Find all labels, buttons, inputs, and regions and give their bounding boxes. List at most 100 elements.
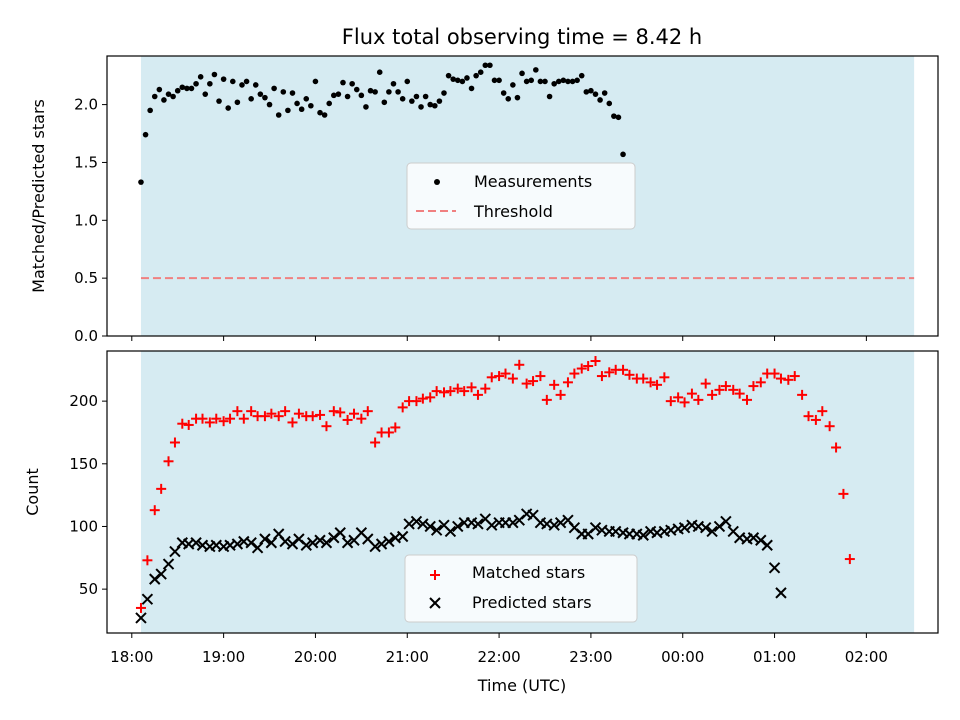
matched-star-point — [652, 379, 663, 390]
matched-star-point — [452, 383, 463, 394]
predicted-star-point — [149, 573, 161, 585]
matched-star-point — [583, 361, 594, 372]
matched-star-point — [135, 602, 146, 613]
measurement-point — [184, 85, 190, 92]
predicted-star-point — [430, 524, 443, 536]
predicted-star-point — [678, 522, 691, 534]
matched-star-point — [824, 421, 835, 432]
predicted-series — [135, 508, 787, 624]
measurement-point — [367, 87, 374, 94]
matched-star-point — [238, 413, 249, 424]
matched-star-point — [748, 381, 759, 392]
predicted-star-point — [259, 533, 271, 545]
measurement-point — [615, 114, 622, 121]
matched-star-point — [528, 376, 539, 387]
y-tick-label: 100 — [69, 517, 98, 535]
matched-star-point — [342, 414, 353, 425]
measurement-point — [216, 98, 222, 104]
measurement-point — [491, 77, 498, 84]
measurement-point — [588, 87, 594, 94]
matched-star-point — [514, 359, 525, 370]
x-tick-label: 00:00 — [661, 648, 704, 666]
matched-star-point — [720, 381, 731, 392]
measurement-point — [537, 78, 544, 85]
predicted-star-point — [190, 537, 202, 549]
y-tick-label: 200 — [69, 392, 98, 410]
matched-star-point — [789, 371, 800, 382]
matched-star-point — [445, 386, 456, 397]
x-axis-label: Time (UTC) — [477, 676, 566, 695]
legend-label-matched: Matched stars — [472, 563, 585, 582]
predicted-star-point — [548, 519, 560, 531]
y-tick-label: 50 — [79, 580, 98, 598]
y-tick-label: 0.0 — [74, 327, 98, 345]
matched-star-point — [417, 393, 428, 404]
measurement-point — [569, 78, 576, 85]
matched-star-point — [259, 411, 270, 422]
matched-star-point — [293, 408, 304, 419]
measurement-point — [239, 82, 245, 88]
predicted-star-point — [768, 562, 781, 574]
bottom-legend-box — [404, 554, 638, 623]
matched-star-point — [549, 379, 560, 390]
matched-star-point — [204, 417, 215, 428]
measurement-point — [583, 89, 590, 95]
matched-star-point — [335, 407, 346, 418]
measurement-point — [308, 102, 314, 109]
matched-star-point — [425, 392, 436, 403]
measurement-point — [381, 99, 388, 106]
matched-star-point — [307, 411, 318, 422]
matched-star-point — [569, 368, 580, 379]
matched-star-point — [197, 413, 208, 424]
predicted-star-point — [375, 538, 388, 550]
measurements-series — [138, 62, 626, 185]
x-tick-label: 02:00 — [845, 648, 888, 666]
predicted-star-point — [507, 516, 519, 529]
measurement-point — [487, 62, 493, 69]
legend-marker-predicted — [429, 597, 441, 609]
measurement-point — [243, 78, 250, 85]
matched-star-point — [769, 368, 780, 379]
matched-star-point — [218, 416, 229, 427]
predicted-star-point — [286, 538, 299, 550]
measurement-point — [275, 112, 282, 118]
measurement-point — [477, 69, 484, 75]
matched-star-point — [645, 377, 656, 388]
matched-star-point — [356, 413, 367, 424]
matched-star-point — [232, 406, 243, 417]
measurement-point — [252, 82, 259, 88]
measurement-point — [229, 78, 236, 85]
legend-label-threshold: Threshold — [473, 202, 553, 221]
matched-star-point — [273, 411, 284, 422]
measurement-point — [432, 102, 438, 109]
matched-star-point — [810, 414, 821, 425]
measurement-point — [197, 74, 204, 80]
top-y-ticks: 0.0 0.5 1.0 1.5 2.0 — [74, 96, 107, 345]
legend-marker-measurements — [434, 179, 440, 185]
measurement-point — [207, 80, 213, 87]
predicted-star-point — [396, 530, 409, 543]
matched-star-point — [397, 402, 408, 413]
measurement-point — [510, 82, 516, 88]
measurement-point — [399, 96, 406, 102]
measurement-point — [257, 91, 264, 97]
predicted-star-point — [162, 558, 175, 570]
measurement-point — [303, 96, 310, 102]
predicted-star-point — [554, 516, 567, 529]
measurement-point — [445, 72, 452, 79]
measurement-point — [280, 89, 287, 95]
x-tick-label: 01:00 — [753, 648, 796, 666]
matched-star-point — [383, 427, 394, 438]
matched-star-point — [728, 384, 739, 395]
measurement-point — [372, 89, 378, 95]
matched-star-point — [169, 437, 180, 448]
matched-star-point — [576, 363, 587, 374]
bottom-y-ticks: 50 100 150 200 — [69, 392, 107, 598]
x-tick-label: 23:00 — [569, 648, 612, 666]
measurement-point — [468, 85, 475, 92]
matched-star-point — [541, 394, 552, 405]
predicted-star-point — [410, 515, 423, 528]
matched-star-point — [246, 406, 257, 417]
legend-marker-matched — [430, 570, 440, 580]
